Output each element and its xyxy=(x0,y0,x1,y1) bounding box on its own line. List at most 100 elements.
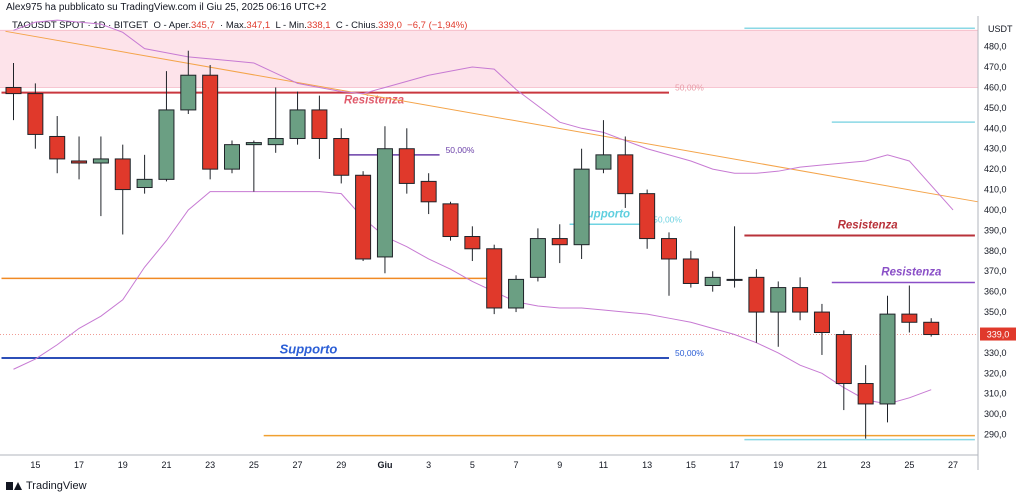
x-tick-label: 23 xyxy=(861,460,871,470)
candle-down xyxy=(49,135,66,160)
y-tick-label: 370,0 xyxy=(984,266,1007,276)
x-tick-label: 5 xyxy=(470,460,475,470)
y-tick-label: 300,0 xyxy=(984,409,1007,419)
x-tick-label: 13 xyxy=(642,460,652,470)
x-tick-label: 11 xyxy=(599,460,608,470)
y-tick-label: 350,0 xyxy=(984,307,1007,317)
y-tick-label: 420,0 xyxy=(984,164,1007,174)
candle-down xyxy=(551,238,568,246)
level-label-support: Supporto xyxy=(280,341,338,356)
level-tag: 50,00% xyxy=(675,83,704,93)
x-tick-label: 15 xyxy=(30,460,40,470)
candle-down xyxy=(857,383,874,405)
x-tick-label: 29 xyxy=(336,460,346,470)
candle-up xyxy=(508,278,525,309)
x-tick-label: 25 xyxy=(904,460,914,470)
current-price-label: 339,0 xyxy=(987,330,1010,340)
brand-label: TradingView xyxy=(26,480,87,492)
candle-down xyxy=(682,258,699,284)
candle-down xyxy=(27,93,44,135)
x-tick-label: 17 xyxy=(74,460,84,470)
trend-line xyxy=(5,30,979,203)
candle-up xyxy=(529,238,546,278)
y-tick-label: 470,0 xyxy=(984,62,1007,72)
x-tick-label: Giu xyxy=(377,460,392,470)
candle-down xyxy=(661,238,677,260)
y-tick-label: 440,0 xyxy=(984,123,1007,133)
x-tick-label: 21 xyxy=(817,460,827,470)
candle-down xyxy=(923,321,940,336)
candle-down xyxy=(398,148,415,184)
candle-down xyxy=(114,158,131,191)
candle-up xyxy=(224,144,240,170)
high-value: 347,1 xyxy=(246,20,271,31)
y-tick-label: 330,0 xyxy=(984,348,1007,358)
y-tick-label: 460,0 xyxy=(984,82,1007,92)
bollinger-lower-band xyxy=(13,191,932,405)
y-tick-label: 480,0 xyxy=(984,42,1007,52)
x-tick-label: 15 xyxy=(686,460,696,470)
candle-up xyxy=(245,142,262,146)
candle-down xyxy=(639,193,656,240)
y-tick-label: 290,0 xyxy=(984,430,1007,440)
open-label: O - Aper. xyxy=(153,20,191,31)
symbol-label: TAOUSDT SPOT · 1D · BITGET xyxy=(12,20,149,31)
level-label-purple: Resistenza xyxy=(881,266,942,278)
high-label: · Max. xyxy=(220,20,247,31)
candle-down xyxy=(792,287,809,313)
resistance-zone xyxy=(0,30,978,88)
level-tag: 50,00% xyxy=(675,348,704,358)
candle-down xyxy=(748,276,765,313)
candle-down xyxy=(333,138,350,176)
candle-down xyxy=(464,236,481,250)
level-label-resistance: Resistenza xyxy=(838,220,899,232)
y-tick-label: 390,0 xyxy=(984,225,1007,235)
level-label-cyan: Supporto xyxy=(579,208,630,220)
candle-up xyxy=(158,109,175,180)
y-tick-label: 310,0 xyxy=(984,389,1007,399)
open-value: 345,7 xyxy=(190,20,215,31)
x-tick-label: 25 xyxy=(249,460,259,470)
x-tick-label: 7 xyxy=(514,460,519,470)
candle-up xyxy=(136,178,153,189)
candle-down xyxy=(420,180,437,203)
candle-down xyxy=(813,311,830,333)
x-tick-label: 27 xyxy=(948,460,958,470)
tradingview-brand[interactable]: TradingView xyxy=(6,480,87,492)
bollinger-upper-band xyxy=(13,19,954,211)
x-tick-label: 23 xyxy=(205,460,215,470)
candle-down xyxy=(442,203,459,238)
low-value: 338,1 xyxy=(306,20,331,31)
change-value: −6,7 (−1,94%) xyxy=(407,20,468,31)
y-tick-label: 410,0 xyxy=(984,185,1007,195)
x-tick-label: 3 xyxy=(426,460,431,470)
x-tick-label: 17 xyxy=(730,460,740,470)
level-tag: 50,00% xyxy=(446,145,475,155)
y-tick-label: 360,0 xyxy=(984,287,1007,297)
close-value: 339,0 xyxy=(378,20,402,31)
level-label-resistance: Resistenza xyxy=(344,95,405,107)
candle-down xyxy=(311,109,328,140)
candle-down xyxy=(202,74,219,170)
candle-down xyxy=(901,313,918,323)
close-label: C - Chius. xyxy=(335,20,379,31)
candle-up xyxy=(376,148,393,258)
candle-down xyxy=(617,154,634,195)
y-tick-label: 320,0 xyxy=(984,368,1007,378)
candle-down xyxy=(486,248,503,309)
candle-up xyxy=(92,158,109,164)
y-tick-label: 400,0 xyxy=(984,205,1007,215)
candle-down xyxy=(5,86,22,95)
candle-up xyxy=(595,154,612,170)
candle-up xyxy=(726,278,743,281)
candle-down xyxy=(835,334,852,385)
candle-up xyxy=(704,276,721,287)
candle-down xyxy=(355,174,372,260)
candle-up xyxy=(267,138,284,146)
candle-up xyxy=(289,109,306,140)
level-tag: 50,00% xyxy=(653,214,682,224)
x-tick-label: 19 xyxy=(773,460,783,470)
x-tick-label: 19 xyxy=(118,460,128,470)
candle-down xyxy=(71,160,88,164)
